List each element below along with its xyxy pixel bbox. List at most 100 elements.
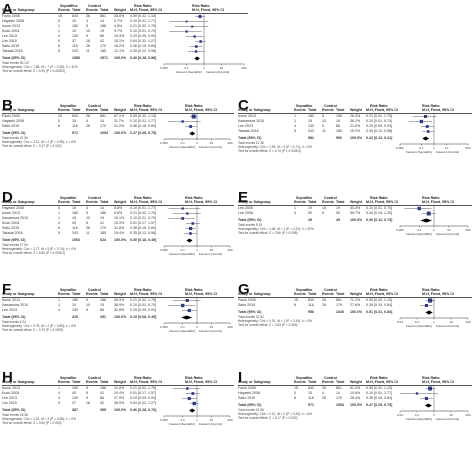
column-header: Events bbox=[58, 8, 70, 12]
total-w: 100.0% bbox=[350, 218, 363, 222]
cell-name: Kawamura 2010 bbox=[2, 216, 29, 220]
cell-t1: 180 bbox=[72, 211, 78, 215]
group-header: Risk Ratio bbox=[370, 104, 388, 108]
cell-ci: 0.10 [0.01, 0.70] bbox=[130, 303, 156, 307]
cell-name: Hayashi 2008 bbox=[2, 119, 24, 123]
total-events-note: Total events 5 19 bbox=[238, 223, 263, 227]
pooled-diamond bbox=[189, 408, 196, 413]
forest-panel-d: D Seprafilm Control Risk Ratio Risk Ratio Stu… bbox=[2, 188, 234, 272]
forest-panel-g: G Seprafilm Control Risk Ratio Risk Ratio Stu… bbox=[238, 280, 472, 340]
cell-ci: 0.59 [0.32, 1.10] bbox=[366, 386, 392, 390]
cell-name: Hayashi 2008 bbox=[238, 391, 260, 395]
group-header: Risk Ratio bbox=[422, 196, 440, 200]
cell-w: 26.3% bbox=[350, 114, 361, 118]
favours-left-label: Favours [Seprafilm] bbox=[169, 422, 195, 426]
effect-square bbox=[193, 35, 196, 38]
cell-name: Kawamura 2010 bbox=[238, 119, 265, 123]
table-row: Takada 2016 5 243 11 185 15.4% 0.35 [0.12, 0.9… bbox=[2, 231, 164, 236]
cell-e2: 26 bbox=[322, 396, 326, 400]
cell-w: 9.7% bbox=[114, 29, 123, 33]
cell-name: Inoue 2013 bbox=[2, 386, 20, 390]
effect-square bbox=[425, 125, 429, 128]
forest-panel-a: A Sepraffine Control Risk Ratio Risk Ratio St… bbox=[2, 2, 248, 86]
cell-e2: 8 bbox=[86, 221, 88, 225]
column-header-row: Study or Subgroup Events Total Events Total W… bbox=[2, 108, 234, 113]
x-tick-label: 1 bbox=[433, 146, 435, 150]
cell-t1: 19 bbox=[308, 206, 312, 210]
x-tick-label: 200 bbox=[465, 228, 470, 232]
column-header: Total bbox=[308, 380, 317, 384]
cell-t2: 186 bbox=[100, 24, 106, 28]
cell-w: 12.1% bbox=[114, 49, 125, 53]
cell-e1: 4 bbox=[294, 124, 296, 128]
cell-t2: 861 bbox=[336, 386, 342, 390]
cell-t2: 186 bbox=[100, 211, 106, 215]
group-header: Risk Ratio bbox=[370, 376, 388, 380]
effect-square bbox=[181, 207, 184, 210]
cell-t1: 116 bbox=[72, 226, 78, 230]
column-header: Study or Subgroup bbox=[2, 380, 35, 384]
cell-name: Takada 2016 bbox=[2, 49, 23, 53]
overall-effect-note: Test for overall effect: Z = 4.93 (P < 0… bbox=[2, 69, 66, 73]
table-row: Lee 2013 4 130 9 86 32.8% 0.29 [0.09, 0.93] bbox=[2, 308, 164, 313]
column-header: M-H, Fixed, 95% CI bbox=[422, 292, 454, 296]
cell-w: 40.3% bbox=[350, 206, 361, 210]
total-row: Total (95% CI) 582 506 100.0% 0.22 [0.12, 0.… bbox=[238, 136, 400, 141]
x-tick-label: 10 bbox=[445, 146, 449, 150]
cell-e2: 26 bbox=[322, 298, 326, 302]
favours-right-label: Favours [Control] bbox=[436, 324, 459, 328]
heterogeneity-note: Heterogeneity: Chi² = 1.51, df = 3 (P = … bbox=[2, 417, 77, 421]
cell-e2: 26 bbox=[322, 303, 326, 307]
total-ci: 0.19 [0.08, 0.45] bbox=[130, 315, 157, 319]
table-row: Lee 2013 4 130 9 86 27.9% 0.29 [0.09, 0.93] bbox=[2, 396, 164, 401]
column-header: Total bbox=[336, 200, 345, 204]
group-header: Control bbox=[88, 104, 101, 108]
effect-square bbox=[199, 40, 202, 43]
cell-ci: 0.29 [0.09, 0.93] bbox=[366, 124, 392, 128]
cell-w: 59.7% bbox=[350, 211, 361, 215]
group-header: Seprafilm bbox=[296, 104, 313, 108]
column-header: Weight bbox=[114, 292, 126, 296]
effect-square bbox=[426, 130, 430, 133]
cell-w: 27.9% bbox=[114, 396, 125, 400]
cell-ci: 0.10 [0.01, 1.77] bbox=[130, 19, 156, 23]
cell-name: Lee 2013 bbox=[2, 396, 17, 400]
cell-ci: 0.36 [0.15, 0.84] bbox=[130, 124, 156, 128]
column-header: M-H, Fixed, 95% CI bbox=[366, 200, 398, 204]
cell-ci: 0.29 [0.09, 0.93] bbox=[130, 34, 156, 38]
total-ci: 0.22 [0.12, 0.41] bbox=[366, 136, 393, 140]
panel-label: B bbox=[2, 97, 13, 114]
cell-name: Inoue 2013 bbox=[238, 114, 256, 118]
panel-label: I bbox=[238, 369, 243, 386]
x-tick-label: 0.005 bbox=[160, 418, 168, 422]
cell-t2: 179 bbox=[336, 303, 342, 307]
table-row: Lee 2008 4 30 9 30 59.7% 0.44 [0.15, 1.30] bbox=[238, 211, 400, 216]
total-name: Total (95% CI) bbox=[238, 310, 262, 314]
x-tick-label: 1 bbox=[433, 413, 435, 417]
cell-t1: 180 bbox=[72, 24, 78, 28]
cell-e2: 4 bbox=[86, 19, 88, 23]
effect-square bbox=[185, 30, 188, 33]
total-t2: 1054 bbox=[100, 131, 108, 135]
cell-e2: 26 bbox=[86, 14, 90, 18]
cell-name: Inoue 2013 bbox=[2, 211, 20, 215]
cell-w: 21.6% bbox=[350, 124, 361, 128]
header-rule bbox=[238, 113, 472, 114]
cell-t2: 186 bbox=[336, 114, 342, 118]
cell-t2: 86 bbox=[100, 308, 104, 312]
pooled-diamond bbox=[424, 403, 432, 408]
x-tick-label: 1 bbox=[203, 66, 205, 70]
cell-e1: 15 bbox=[58, 114, 62, 118]
total-row: Total (95% CI) 49 49 100.0% 0.30 [0.12, 0.73… bbox=[238, 218, 400, 223]
column-header: Total bbox=[100, 200, 109, 204]
x-tick-label: 10 bbox=[210, 141, 214, 145]
x-tick-label: 10 bbox=[447, 228, 451, 232]
table-row: Hayashi 2008 0 15 4 14 8.8% 0.10 [0.01, 1.77] bbox=[2, 206, 164, 211]
column-header: Total bbox=[72, 8, 81, 12]
cell-e1: 4 bbox=[58, 396, 60, 400]
forest-panel-b: B Seprafilm Control Risk Ratio Risk Ratio Stu… bbox=[2, 96, 234, 156]
column-header: Events bbox=[58, 380, 70, 384]
cell-t2: 30 bbox=[336, 211, 340, 215]
cell-w: 32.8% bbox=[114, 308, 125, 312]
cell-name: Kudo 2004 bbox=[2, 221, 20, 225]
